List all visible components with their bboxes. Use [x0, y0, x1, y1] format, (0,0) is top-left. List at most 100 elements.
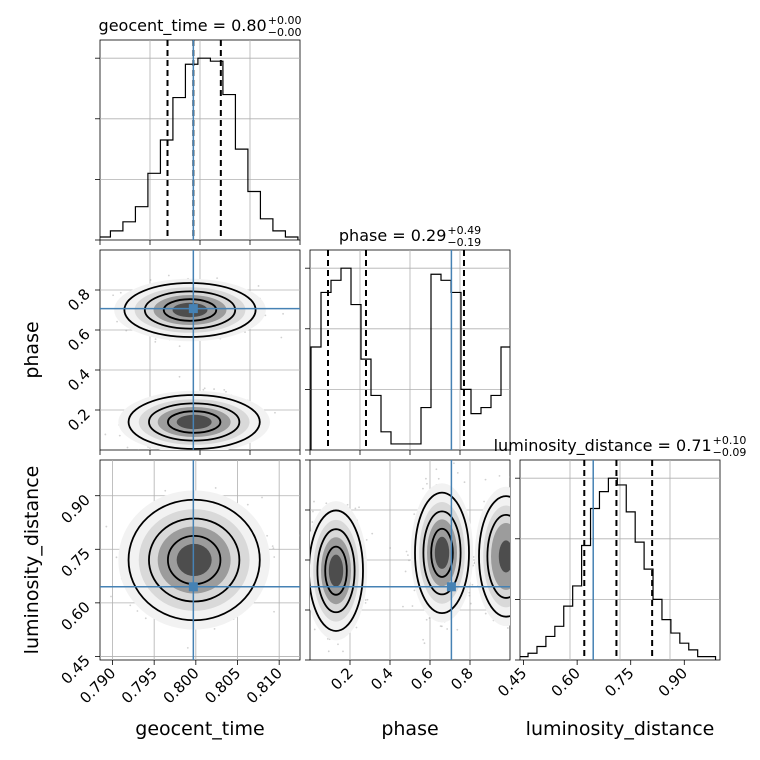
- contour-luminosity_distance-vs-phase-sample-point: [514, 565, 516, 567]
- contour-phase-vs-geocent_time-sample-point: [98, 407, 100, 409]
- contour-luminosity_distance-vs-geocent_time-xticklabel-4: 0.810: [243, 664, 286, 707]
- contour-luminosity_distance-vs-phase-mode-1-level-0: [414, 491, 470, 615]
- contour-luminosity_distance-vs-phase-sample-point: [509, 476, 510, 478]
- contour-luminosity_distance-vs-phase-mode-0-level-1: [316, 528, 356, 614]
- contour-luminosity_distance-vs-phase-sample-point: [510, 548, 512, 550]
- contour-luminosity_distance-vs-phase-sample-point: [512, 550, 514, 552]
- contour-luminosity_distance-vs-geocent_time-truth-point: [188, 582, 198, 592]
- contour-luminosity_distance-vs-phase-mode-0-density-3: [328, 554, 344, 587]
- contour-luminosity_distance-vs-phase-sample-point: [313, 500, 315, 503]
- contour-luminosity_distance-vs-geocent_time-sample-point: [110, 595, 112, 598]
- contour-luminosity_distance-vs-phase-sample-point: [518, 534, 520, 536]
- hist-phase-title-sub: −0.19: [447, 236, 481, 249]
- hist-geocent_time-panel: geocent_time = 0.80 +0.00−0.00: [95, 14, 301, 245]
- contour-phase-vs-geocent_time-mode-0-level-2: [162, 298, 218, 322]
- contour-phase-vs-geocent_time-sample-point: [149, 279, 152, 281]
- contour-luminosity_distance-vs-geocent_time-sample-point: [261, 496, 263, 499]
- contour-phase-vs-geocent_time-sample-point: [180, 457, 182, 459]
- contour-luminosity_distance-vs-phase-sample-point: [305, 557, 307, 559]
- contour-luminosity_distance-vs-phase-xticklabel-2: 0.6: [407, 664, 437, 694]
- contour-luminosity_distance-vs-phase-sample-point: [346, 503, 349, 506]
- hist-luminosity_distance-title-sub: −0.09: [713, 446, 747, 459]
- contour-luminosity_distance-vs-phase-sample-point: [516, 547, 518, 549]
- contour-phase-vs-geocent_time-yticklabel-2: 0.6: [64, 325, 94, 355]
- contour-luminosity_distance-vs-phase-sample-point: [366, 598, 369, 601]
- contour-luminosity_distance-vs-phase-sample-point: [515, 543, 517, 545]
- contour-luminosity_distance-vs-phase-sample-point: [512, 573, 514, 575]
- contour-luminosity_distance-vs-phase-sample-point: [513, 602, 515, 604]
- contour-luminosity_distance-vs-phase-sample-point: [358, 506, 360, 509]
- contour-luminosity_distance-vs-phase-xticklabel-1: 0.4: [367, 664, 397, 694]
- contour-luminosity_distance-vs-phase-sample-point: [510, 531, 512, 533]
- contour-luminosity_distance-vs-phase-xticklabel-0: 0.2: [327, 664, 357, 694]
- contour-luminosity_distance-vs-phase-sample-point: [425, 477, 427, 480]
- contour-luminosity_distance-vs-phase-sample-point: [408, 559, 410, 562]
- contour-luminosity_distance-vs-phase-mode-1-level-1: [422, 510, 462, 596]
- contour-luminosity_distance-vs-geocent_time-sample-point: [272, 547, 275, 549]
- contour-phase-vs-geocent_time-sample-point: [280, 336, 283, 339]
- contour-luminosity_distance-vs-phase-sample-point: [364, 599, 367, 601]
- hist-luminosity_distance-panel: 0.45 0.60 0.75 0.90 luminosity_distance lumin…: [494, 434, 747, 740]
- contour-phase-vs-geocent_time-sample-point: [92, 306, 94, 308]
- contour-luminosity_distance-vs-phase-sample-point: [510, 550, 512, 552]
- contour-luminosity_distance-vs-phase-sample-point: [514, 529, 516, 531]
- contour-luminosity_distance-vs-phase-sample-point: [472, 556, 475, 558]
- contour-phase-vs-geocent_time-sample-point: [148, 449, 151, 450]
- contour-luminosity_distance-vs-geocent_time-xticklabel-3: 0.805: [201, 664, 244, 707]
- hist-geocent_time-title-sub: −0.00: [268, 26, 302, 39]
- contour-luminosity_distance-vs-phase-mode-1-density-3: [434, 536, 450, 569]
- contour-phase-vs-geocent_time-mode-1-level-0: [127, 394, 261, 450]
- contour-luminosity_distance-vs-geocent_time-sample-point: [213, 628, 216, 630]
- contour-luminosity_distance-vs-phase-sample-point: [512, 551, 514, 553]
- contour-phase-vs-geocent_time-sample-point: [116, 320, 118, 323]
- contour-luminosity_distance-vs-geocent_time-sample-point: [96, 552, 98, 554]
- contour-phase-vs-geocent_time-sample-point: [126, 446, 129, 449]
- contour-luminosity_distance-vs-phase-sample-point: [365, 538, 368, 541]
- contour-luminosity_distance-vs-phase-sample-point: [306, 525, 308, 527]
- contour-phase-vs-geocent_time-sample-point: [194, 452, 196, 454]
- contour-luminosity_distance-vs-phase-sample-point: [510, 548, 512, 550]
- contour-phase-vs-geocent_time-sample-point: [137, 449, 140, 450]
- hist-luminosity_distance-xticklabel-2: 0.75: [601, 664, 637, 700]
- contour-luminosity_distance-vs-phase-sample-point: [517, 516, 519, 518]
- contour-luminosity_distance-vs-phase-sample-point: [389, 547, 392, 549]
- contour-luminosity_distance-vs-geocent_time-sample-point: [136, 610, 139, 612]
- contour-luminosity_distance-vs-phase-sample-point: [435, 468, 438, 471]
- hist-luminosity_distance-title-sup: +0.10: [713, 434, 747, 447]
- contour-luminosity_distance-vs-geocent_time-sample-point: [246, 503, 249, 506]
- contour-phase-vs-geocent_time-plotarea: [92, 250, 300, 459]
- contour-luminosity_distance-vs-phase-sample-point: [325, 502, 328, 505]
- contour-luminosity_distance-vs-phase-sample-point: [463, 481, 466, 484]
- contour-luminosity_distance-vs-phase-sample-point: [355, 626, 358, 629]
- hist-luminosity_distance-title-main: luminosity_distance = 0.71: [494, 436, 712, 456]
- contour-luminosity_distance-vs-phase-sample-point: [371, 532, 374, 535]
- hist-phase-title-main: phase = 0.29: [339, 226, 446, 245]
- contour-luminosity_distance-vs-phase-sample-point: [515, 602, 517, 604]
- contour-luminosity_distance-vs-phase-sample-point: [426, 482, 428, 485]
- contour-luminosity_distance-vs-phase-sample-point: [484, 612, 487, 615]
- hist-geocent_time-title-main: geocent_time = 0.80: [99, 16, 267, 36]
- contour-luminosity_distance-vs-phase-sample-point: [304, 566, 306, 568]
- contour-luminosity_distance-vs-phase-sample-point: [511, 552, 513, 554]
- contour-phase-vs-geocent_time-truth-point: [188, 304, 198, 314]
- hist-geocent_time-steps: [100, 57, 299, 240]
- contour-luminosity_distance-vs-phase-sample-point: [517, 608, 519, 610]
- contour-luminosity_distance-vs-phase-sample-point: [437, 477, 440, 480]
- contour-luminosity_distance-vs-phase-mode-0-level-0: [310, 509, 364, 632]
- contour-luminosity_distance-vs-phase-sample-point: [516, 540, 518, 542]
- contour-phase-vs-geocent_time-sample-point: [269, 456, 271, 458]
- contour-luminosity_distance-vs-phase-sample-point: [510, 550, 512, 552]
- hist-phase-panel: phase = 0.29 +0.49−0.19: [305, 224, 511, 455]
- contour-phase-vs-geocent_time-sample-point: [203, 387, 206, 390]
- contour-phase-vs-geocent_time-sample-point: [244, 331, 246, 334]
- contour-luminosity_distance-vs-phase-truth-point: [446, 582, 456, 592]
- contour-luminosity_distance-vs-phase-sample-point: [512, 555, 514, 557]
- contour-phase-vs-geocent_time-sample-point: [178, 375, 181, 378]
- hist-phase-title: phase = 0.29 +0.49−0.19: [339, 224, 481, 249]
- contour-phase-vs-geocent_time-yticklabel-1: 0.4: [64, 365, 94, 395]
- contour-luminosity_distance-vs-phase-sample-point: [514, 581, 516, 583]
- contour-luminosity_distance-vs-phase-mode-2-level-1: [486, 514, 510, 599]
- contour-luminosity_distance-vs-geocent_time-sample-point: [105, 525, 108, 528]
- contour-luminosity_distance-vs-phase-sample-point: [518, 519, 520, 521]
